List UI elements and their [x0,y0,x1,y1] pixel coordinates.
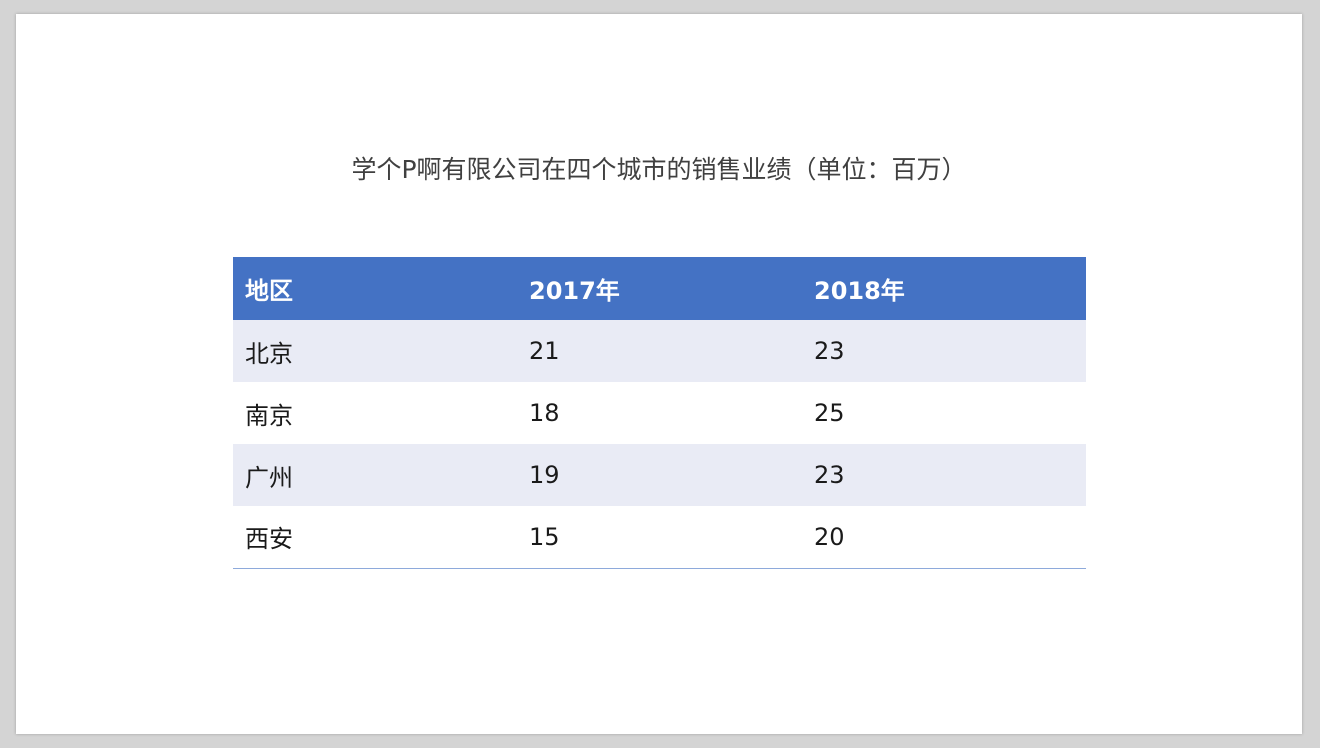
cell-region: 南京 [245,401,293,430]
header-2018: 2018年 [814,277,905,305]
cell-region: 广州 [245,463,293,492]
cell-2017: 18 [529,399,560,427]
table-row: 西安 15 20 [233,506,1086,569]
cell-2018: 23 [814,337,845,365]
cell-2017: 15 [517,506,802,569]
cell-2017: 21 [529,337,560,365]
table-row: 广州 19 23 [233,444,1086,506]
table-header-row: 地区 2017年 2018年 [233,257,1086,320]
table-row: 北京 21 23 [233,320,1086,382]
slide: 学个P啊有限公司在四个城市的销售业绩（单位：百万） 地区 2017年 2018年… [16,14,1302,734]
cell-2018: 25 [814,399,845,427]
cell-region: 西安 [233,506,517,569]
cell-region: 北京 [245,339,293,368]
cell-2017: 19 [529,461,560,489]
header-2017: 2017年 [529,277,620,305]
table-row: 南京 18 25 [233,382,1086,444]
cell-2018: 23 [814,461,845,489]
sales-table: 地区 2017年 2018年 北京 21 23 南京 18 25 广州 [233,257,1086,569]
header-region: 地区 [245,277,293,305]
cell-2018: 20 [802,506,1086,569]
slide-title: 学个P啊有限公司在四个城市的销售业绩（单位：百万） [351,155,967,184]
